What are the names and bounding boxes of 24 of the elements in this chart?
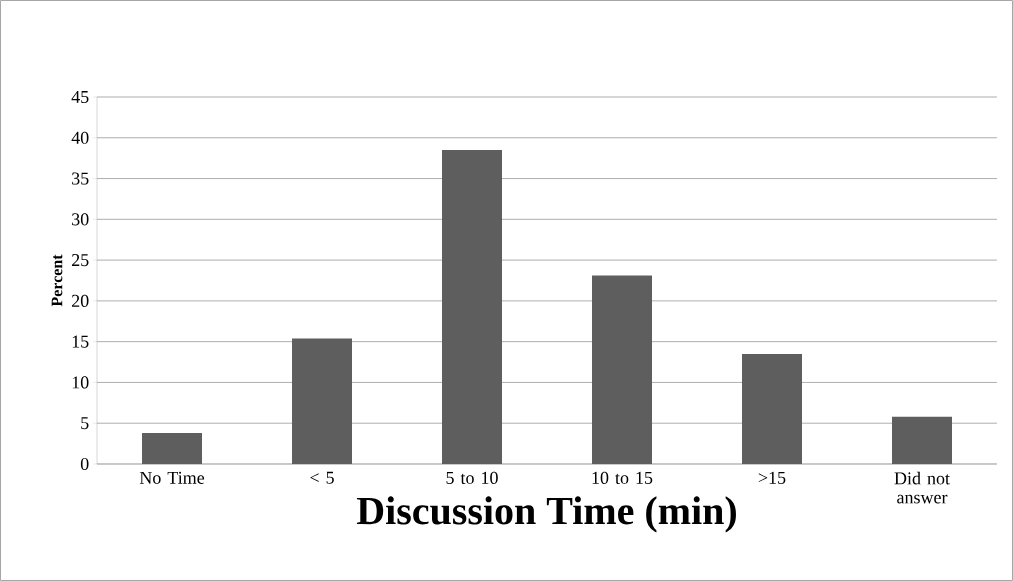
bar: [292, 338, 353, 464]
y-tick-label: 0: [80, 457, 89, 471]
bar: [892, 416, 952, 464]
x-tick-label: >15: [758, 471, 786, 484]
y-tick-label: 40: [71, 131, 89, 144]
y-tick-label: 45: [71, 90, 89, 103]
x-tick-label: < 5: [310, 471, 334, 484]
x-tick-label: No Time: [139, 471, 205, 484]
x-axis-title: Discussion Time (min): [356, 496, 736, 533]
x-tick-label: 10 to 15: [592, 471, 653, 484]
x-tick-label: 5 to 10: [446, 471, 498, 484]
y-tick-label: 30: [72, 213, 89, 226]
y-axis-title: Percent: [51, 254, 63, 307]
x-tick-label: Did not answer: [894, 471, 950, 504]
y-tick-label: 5: [81, 417, 89, 430]
bar: [592, 275, 652, 464]
y-tick-label: 20: [71, 294, 89, 307]
y-tick-label: 25: [71, 254, 89, 267]
y-tick-label: 15: [72, 335, 89, 348]
bar: [442, 150, 503, 464]
y-tick-label: 35: [72, 172, 89, 185]
y-tick-label: 10: [72, 376, 89, 389]
bar: [142, 433, 203, 464]
bar: [742, 353, 802, 464]
